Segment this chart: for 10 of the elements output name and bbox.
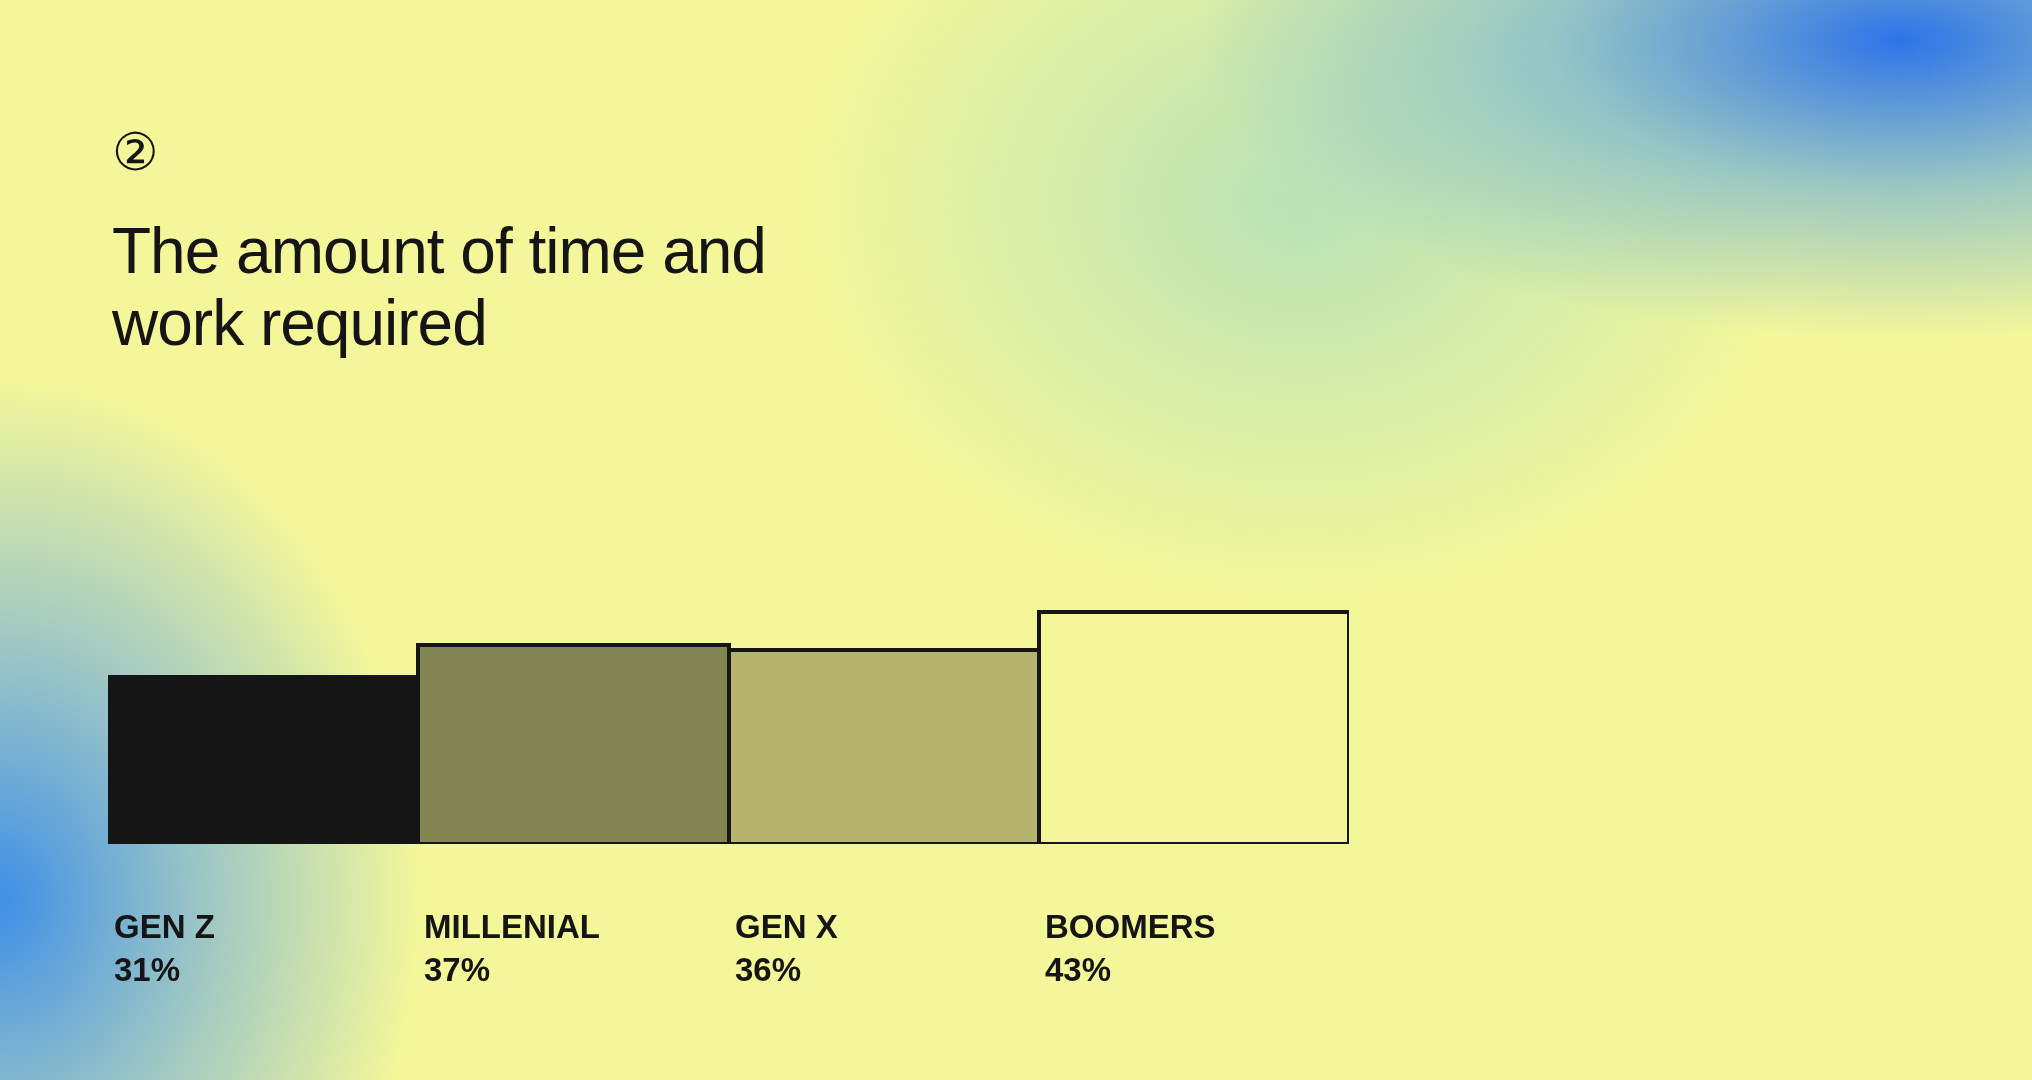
x-tick-label: MILLENIAL [424,908,600,945]
data-label: 36% [735,950,802,988]
data-label: 31% [114,950,181,988]
chart-subtitle: ② [112,122,159,182]
chart-title: The amount of time and work required [112,215,767,359]
x-tick-label: BOOMERS [1045,908,1216,945]
data-label: 43% [1045,950,1112,988]
x-tick-label: GEN Z [114,908,215,945]
x-tick-label: GEN X [735,908,838,945]
data-label: 37% [424,950,491,988]
